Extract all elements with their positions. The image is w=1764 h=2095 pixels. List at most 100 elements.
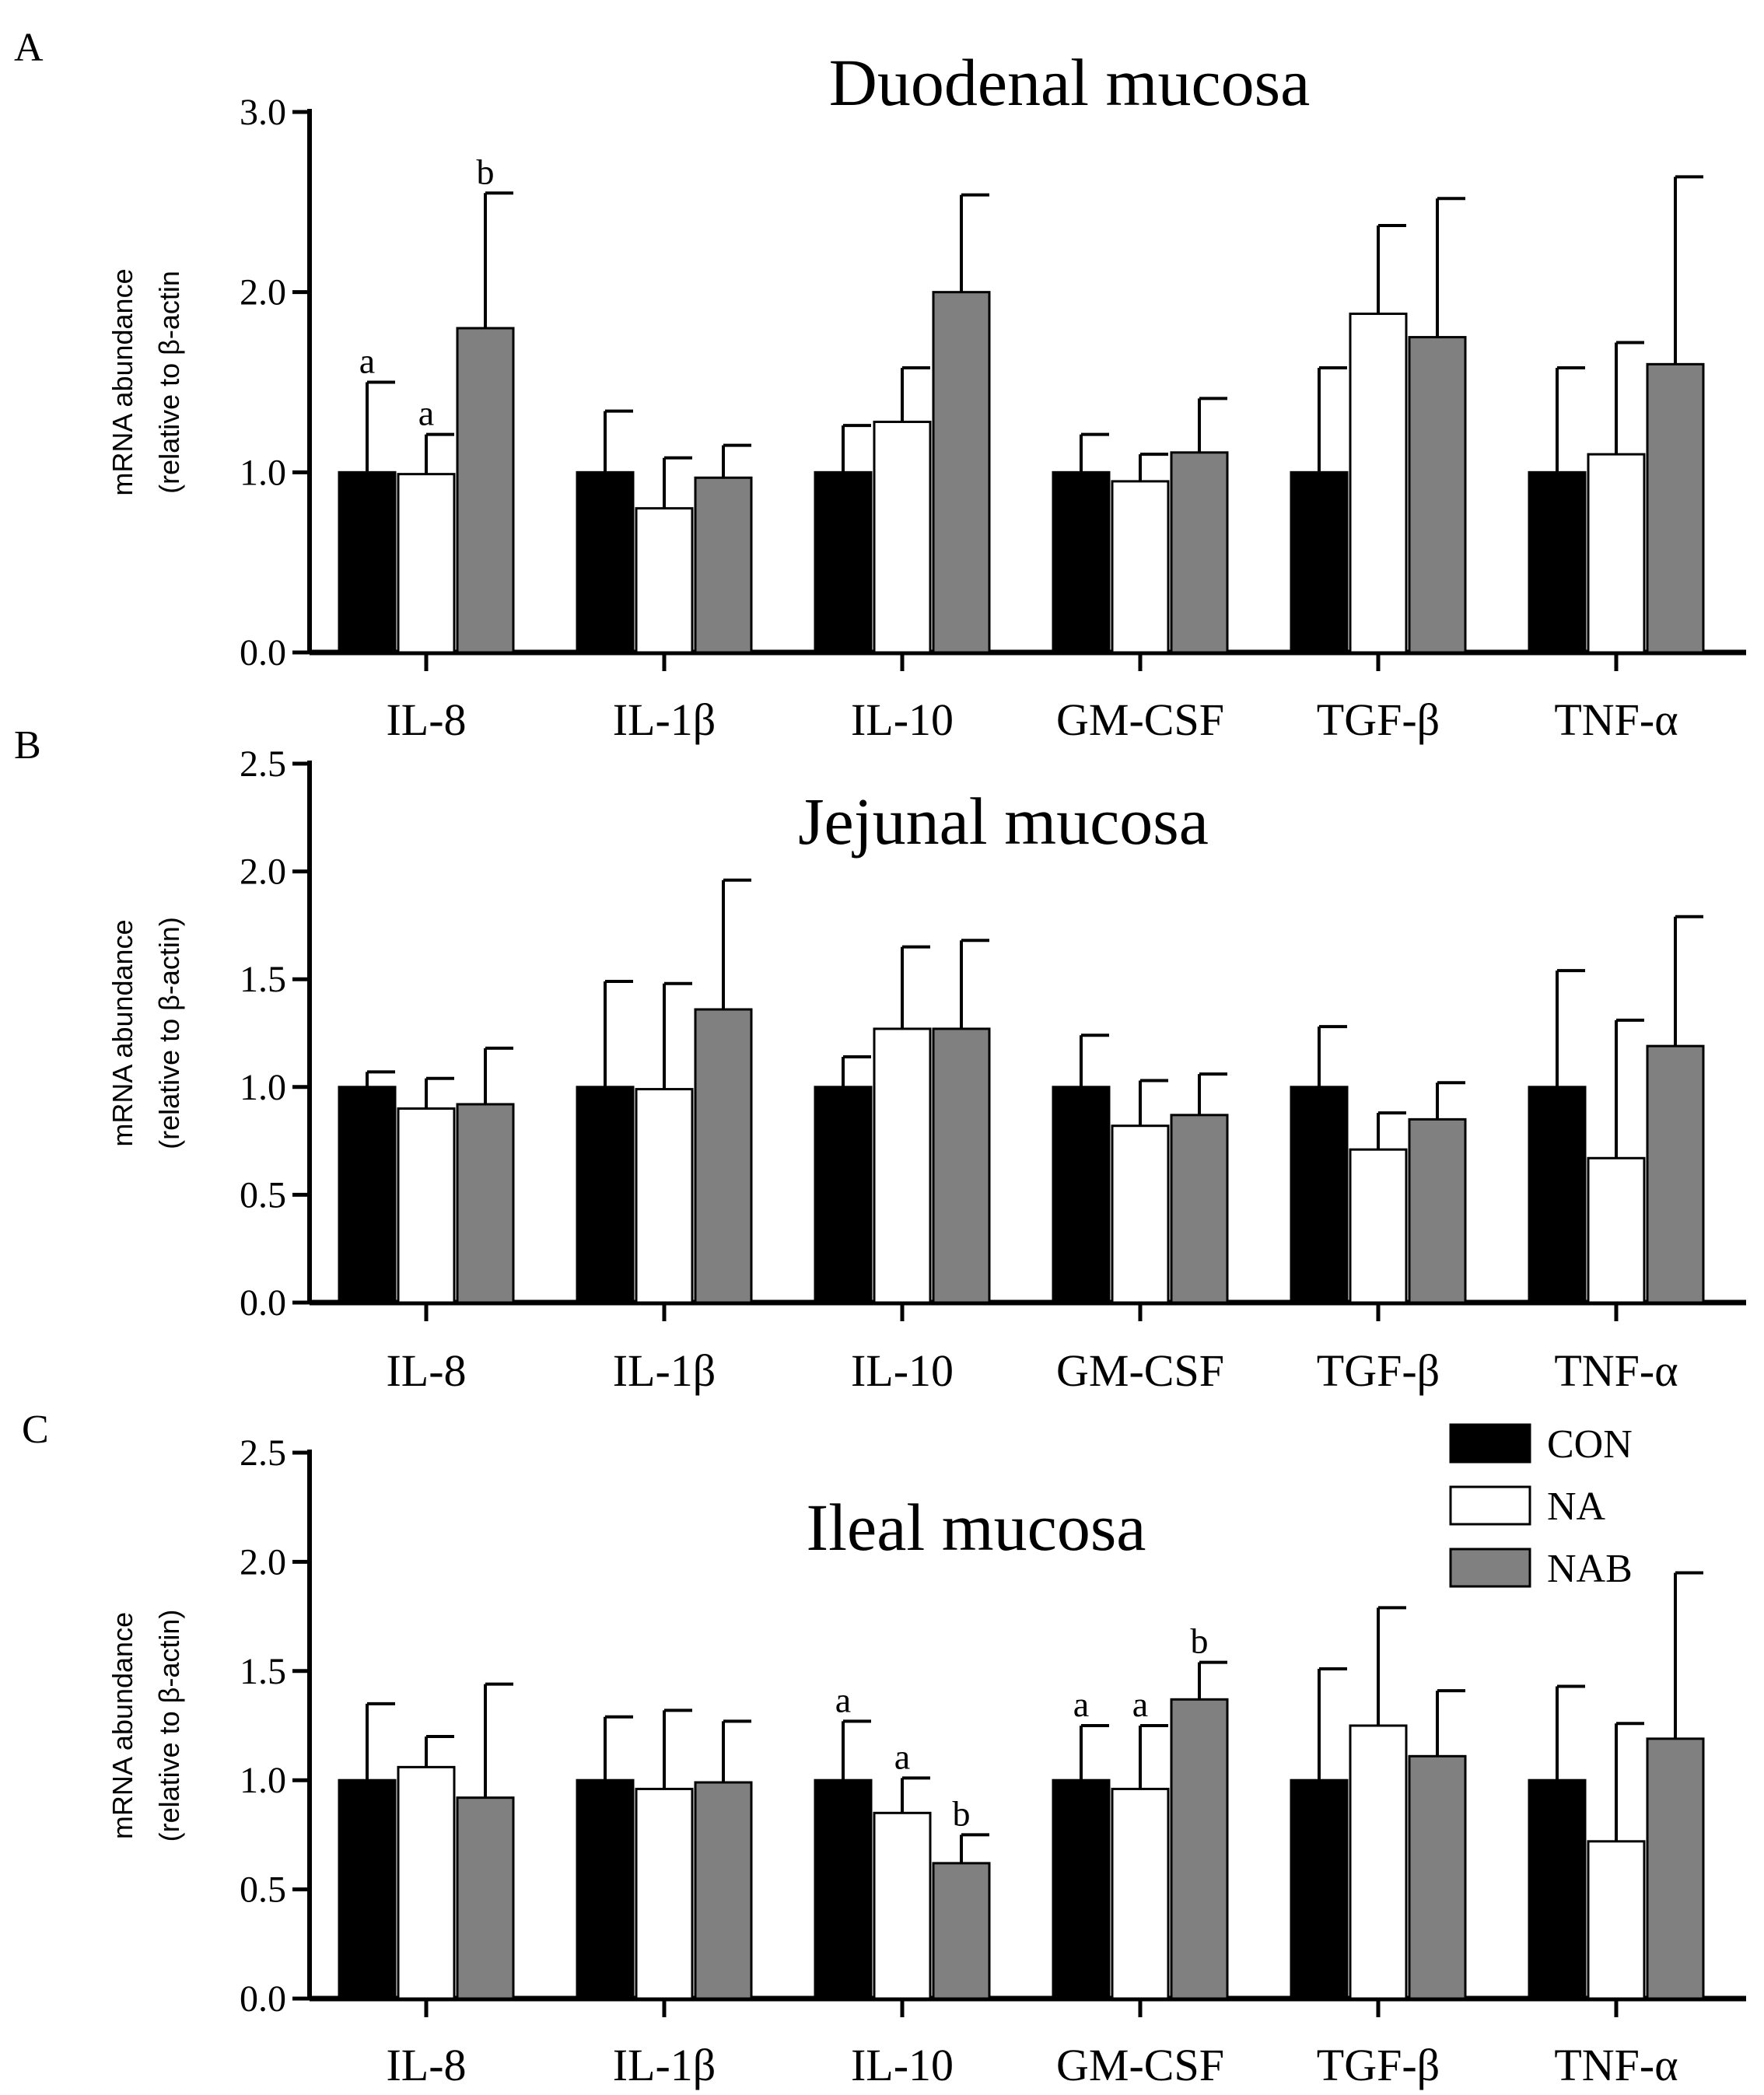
panel-letter: A bbox=[14, 26, 44, 70]
bar-nab bbox=[1646, 1737, 1705, 2000]
x-tick-label: IL-8 bbox=[386, 694, 466, 745]
bar-con bbox=[338, 1086, 397, 1304]
bar-con bbox=[576, 1086, 635, 1304]
significance-label: b bbox=[1191, 1621, 1209, 1661]
x-tick-label: IL-1β bbox=[613, 2040, 716, 2090]
bar-nab bbox=[694, 1008, 753, 1304]
bar-na bbox=[1587, 1156, 1646, 1304]
y-axis-label: mRNA abundance bbox=[107, 919, 138, 1146]
significance-label: b bbox=[953, 1793, 971, 1833]
bar-nab bbox=[1170, 1698, 1229, 2000]
x-tick-label: TGF-β bbox=[1317, 2040, 1440, 2090]
bar-nab bbox=[1646, 362, 1705, 654]
bar-nab bbox=[456, 327, 515, 654]
panel-title: Ileal mucosa bbox=[807, 1490, 1146, 1565]
y-tick-label: 2.0 bbox=[240, 1541, 286, 1583]
bar-nab bbox=[456, 1103, 515, 1304]
x-tick-label: IL-10 bbox=[851, 694, 954, 745]
legend-swatch-con bbox=[1449, 1423, 1531, 1464]
panel-a: A Duodenal mucosa mRNA abundance (relative … bbox=[14, 26, 1746, 745]
y-tick-label: 1.0 bbox=[240, 452, 286, 493]
x-tick-label: IL-10 bbox=[851, 2040, 954, 2090]
significance-label: a bbox=[1073, 1684, 1089, 1724]
bar-con bbox=[814, 470, 873, 654]
y-tick-label: 2.5 bbox=[240, 1432, 286, 1474]
bar-na bbox=[1587, 453, 1646, 654]
y-tick-label: 3.0 bbox=[240, 92, 286, 133]
legend-label: CON bbox=[1547, 1422, 1633, 1467]
bar-con bbox=[1290, 1086, 1349, 1304]
y-tick-label: 2.5 bbox=[240, 743, 286, 785]
y-tick-label: 0.0 bbox=[240, 1282, 286, 1324]
panel-title: Duodenal mucosa bbox=[829, 45, 1311, 120]
x-tick-label: IL-8 bbox=[386, 1345, 466, 1396]
bar-na bbox=[1349, 1148, 1408, 1304]
y-tick-label: 1.5 bbox=[240, 959, 286, 1000]
y-axis-label-sub: (relative to β-actin) bbox=[153, 917, 185, 1149]
significance-label: a bbox=[835, 1680, 851, 1719]
x-tick-label: TGF-β bbox=[1317, 694, 1440, 745]
bar-con bbox=[576, 1778, 635, 2000]
bar-nab bbox=[456, 1796, 515, 2000]
significance-label: b bbox=[477, 152, 495, 191]
x-tick-label: IL-8 bbox=[386, 2040, 466, 2090]
panel-c: C Ileal mucosa mRNA abundance (relative to … bbox=[22, 1408, 1746, 2090]
y-tick-label: 2.0 bbox=[240, 272, 286, 313]
x-tick-label: IL-1β bbox=[613, 694, 716, 745]
x-tick-label: TNF-α bbox=[1554, 694, 1678, 745]
y-axis-label: mRNA abundance bbox=[107, 1612, 138, 1839]
bar-con bbox=[1528, 1778, 1587, 2000]
significance-label: a bbox=[418, 393, 434, 433]
bar-con bbox=[576, 470, 635, 654]
bar-nab bbox=[1408, 1754, 1467, 2000]
bar-na bbox=[873, 1811, 932, 2000]
y-tick-label: 0.0 bbox=[240, 1978, 286, 2020]
bar-nab bbox=[694, 476, 753, 654]
legend-label: NA bbox=[1547, 1485, 1606, 1529]
legend: CON NA NAB bbox=[1449, 1422, 1633, 1591]
bar-nab bbox=[1408, 336, 1467, 654]
y-tick-label: 1.0 bbox=[240, 1067, 286, 1108]
bar-na bbox=[635, 507, 694, 654]
panel-letter: C bbox=[22, 1408, 49, 1452]
y-axis-label: mRNA abundance bbox=[107, 268, 138, 495]
legend-swatch-na bbox=[1449, 1485, 1531, 1526]
bar-na bbox=[1111, 480, 1170, 654]
x-tick-label: GM-CSF bbox=[1056, 694, 1224, 745]
x-tick-label: TNF-α bbox=[1554, 1345, 1678, 1396]
y-tick-label: 0.0 bbox=[240, 632, 286, 673]
y-tick-label: 1.5 bbox=[240, 1651, 286, 1692]
bar-nab bbox=[1408, 1117, 1467, 1304]
bar-con bbox=[1528, 1086, 1587, 1304]
x-tick-label: IL-1β bbox=[613, 1345, 716, 1396]
bar-con bbox=[814, 1086, 873, 1304]
bar-nab bbox=[932, 1027, 991, 1304]
panel-letter: B bbox=[14, 723, 41, 768]
legend-swatch-nab bbox=[1449, 1548, 1531, 1588]
bar-na bbox=[873, 420, 932, 654]
bar-na bbox=[1587, 1840, 1646, 2000]
bar-con bbox=[1290, 1778, 1349, 2000]
x-tick-label: TNF-α bbox=[1554, 2040, 1678, 2090]
bar-na bbox=[635, 1088, 694, 1304]
y-tick-label: 0.5 bbox=[240, 1869, 286, 1911]
bar-nab bbox=[932, 291, 991, 654]
bar-con bbox=[1052, 1086, 1111, 1304]
bar-con bbox=[1052, 470, 1111, 654]
bar-nab bbox=[1170, 1114, 1229, 1304]
bar-con bbox=[338, 1778, 397, 2000]
bar-con bbox=[1052, 1778, 1111, 2000]
bar-con bbox=[338, 470, 397, 654]
y-axis-label-sub: (relative to β-actin bbox=[153, 271, 185, 494]
bar-na bbox=[397, 1107, 456, 1304]
y-tick-label: 0.5 bbox=[240, 1174, 286, 1215]
significance-label: a bbox=[1132, 1684, 1148, 1724]
bar-na bbox=[635, 1787, 694, 2000]
bar-con bbox=[1528, 470, 1587, 654]
x-tick-label: IL-10 bbox=[851, 1345, 954, 1396]
panel-b: B Jejunal mucosa mRNA abundance (relative t… bbox=[14, 723, 1746, 1396]
bar-con bbox=[814, 1778, 873, 2000]
x-tick-label: GM-CSF bbox=[1056, 2040, 1224, 2090]
bar-na bbox=[1111, 1787, 1170, 2000]
bar-nab bbox=[1170, 451, 1229, 654]
